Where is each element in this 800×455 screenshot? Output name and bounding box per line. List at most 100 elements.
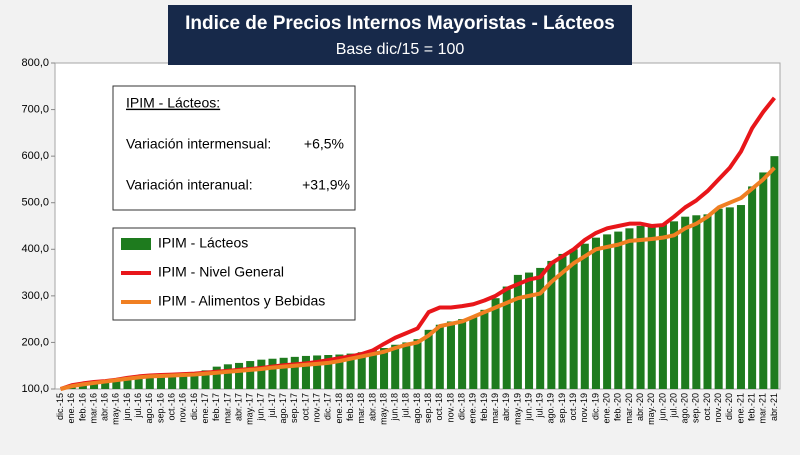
bar [636,226,645,389]
x-tick-label: jun.-16 [122,393,132,422]
bar [78,385,87,389]
x-tick-label: mar.-18 [356,393,366,424]
bar [658,223,667,389]
x-tick-label: nov.-17 [311,393,321,422]
bar [134,377,143,389]
bar [748,186,757,389]
x-tick-label: jun.-19 [523,393,533,422]
bar [324,355,333,389]
bar [201,370,210,389]
bar [692,215,701,389]
x-tick-label: may.-18 [378,393,388,425]
x-tick-label: may.-16 [111,393,121,425]
x-tick-label: may.-17 [245,393,255,425]
annotation: Variación interanual: [126,177,253,193]
legend-label: IPIM - Nivel General [158,264,284,280]
x-tick-label: ago.-17 [278,393,288,424]
bar [513,274,522,389]
bar [179,374,188,389]
x-tick-label: jul.-16 [133,393,143,419]
chart-title: Indice de Precios Internos Mayoristas - … [185,13,615,34]
x-tick-label: jul.-17 [267,393,277,419]
y-tick-label: 500,0 [21,197,49,209]
chart-subtitle: Base dic/15 = 100 [336,41,465,58]
x-tick-label: dic.-19 [590,393,600,420]
bar [156,375,165,389]
bar [335,354,344,389]
x-tick-label: abr.-18 [367,393,377,421]
bar [257,359,266,389]
x-tick-label: mar.-20 [624,393,634,424]
x-tick-label: ago.-16 [144,393,154,424]
x-tick-label: sep.-18 [423,393,433,423]
annotation: Variación intermensual: [126,136,271,152]
x-tick-label: ene.-20 [601,393,611,424]
x-tick-label: jul.-19 [535,393,545,419]
bar [480,309,489,389]
bar [357,352,366,389]
bar [402,342,411,389]
y-tick-label: 800,0 [21,57,49,69]
bar [90,383,99,389]
bar [469,316,478,389]
x-tick-label: may.-19 [512,393,522,425]
x-tick-label: oct.-18 [434,393,444,421]
x-tick-label: feb.-16 [77,393,87,421]
bar [681,216,690,389]
bar [301,355,310,389]
legend-label: IPIM - Alimentos y Bebidas [158,293,325,309]
bar [112,380,121,389]
x-tick-label: oct.-19 [568,393,578,421]
x-tick-label: feb.-18 [345,393,355,421]
x-tick-label: ene.-19 [468,393,478,424]
x-tick-label: ago.-18 [412,393,422,424]
bar [725,207,734,389]
x-tick-label: ene.-17 [200,393,210,424]
bar [670,221,679,389]
x-tick-label: sep.-20 [691,393,701,423]
bar [714,208,723,389]
annotation: +6,5% [304,136,344,152]
bar [391,344,400,389]
y-tick-label: 100,0 [21,383,49,395]
title-box [168,5,632,65]
bar [380,348,389,389]
bar [168,375,177,389]
x-tick-label: abr.-17 [233,393,243,421]
x-tick-label: mar.-19 [490,393,500,424]
bar [536,267,545,389]
x-tick-label: mar.-16 [88,393,98,424]
x-tick-label: dic.-15 [55,393,65,420]
x-tick-label: feb.-17 [211,393,221,421]
bar [591,237,600,389]
bar [647,226,656,389]
x-tick-label: jun.-20 [657,393,667,422]
bar [703,214,712,389]
x-tick-label: ene.-18 [334,393,344,424]
x-tick-label: ago.-20 [680,393,690,424]
bar [525,272,534,389]
y-tick-label: 300,0 [21,290,49,302]
bar [313,355,322,389]
x-tick-label: sep.-17 [289,393,299,423]
x-tick-label: abr.-19 [501,393,511,421]
y-tick-label: 400,0 [21,243,49,255]
legend-swatch [121,238,151,250]
x-tick-label: dic.-16 [189,393,199,420]
x-tick-label: ago.-19 [546,393,556,424]
x-tick-label: nov.-19 [579,393,589,422]
bar [625,228,634,389]
x-tick-label: nov.-16 [178,393,188,422]
x-tick-label: ene.-16 [66,393,76,424]
bar [446,321,455,389]
x-tick-label: mar.-21 [758,393,768,424]
bar [212,366,221,389]
bar [235,362,244,389]
bar [759,172,768,389]
x-tick-label: feb.-20 [613,393,623,421]
annotation: IPIM - Lácteos: [126,95,220,111]
bar [603,234,612,389]
bar [279,357,288,389]
legend-label: IPIM - Lácteos [158,235,248,251]
